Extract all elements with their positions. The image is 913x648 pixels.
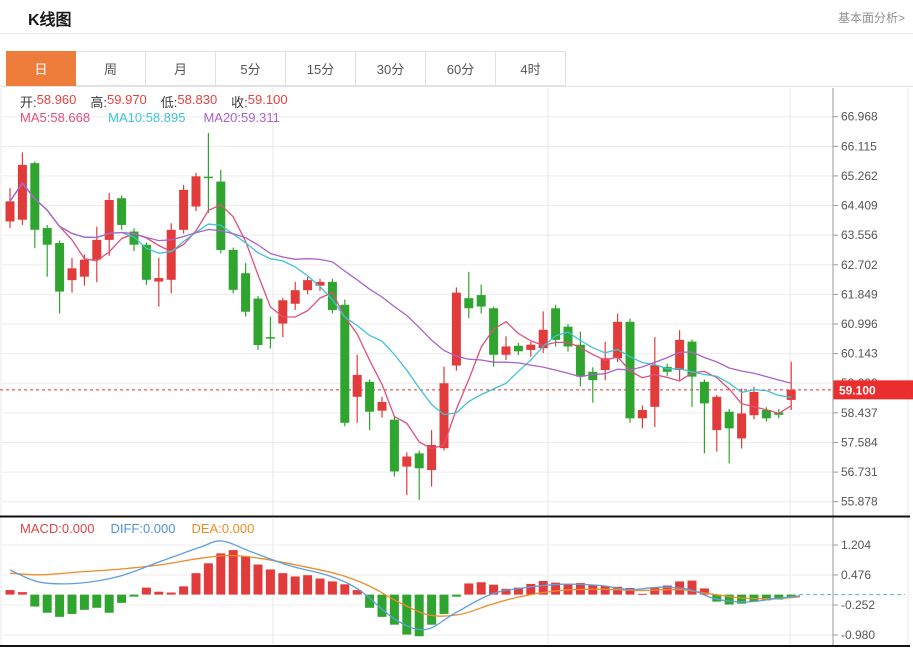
price-axis-label: 63.556 [841, 228, 878, 242]
ma10-readout: MA10: 58.895 [108, 110, 186, 125]
ma10-line [9, 182, 792, 416]
ma5-readout: MA5: 58.668 [20, 110, 91, 125]
low-label: 低: [160, 95, 178, 110]
high-value: 59.970 [107, 92, 147, 107]
macd-axis-label: 1.204 [841, 538, 871, 552]
open-label: 开: [20, 95, 37, 110]
macd-axis-label: -0.980 [841, 628, 875, 642]
ma5-line [9, 182, 792, 450]
macd-legend: MACD: 0.000 DIFF: 0.000 DEA: 0.000 [20, 521, 254, 536]
diff-readout: DIFF: 0.000 [110, 521, 176, 536]
ma20-readout: MA20: 59.311 [203, 110, 280, 125]
period-tab-bar: 日周月 5分 15分 30分 60分 4时 [6, 51, 566, 86]
macd-histogram-layer [5, 550, 796, 637]
low-value: 58.830 [177, 92, 218, 107]
price-axis-label: 57.584 [841, 435, 878, 449]
tab-15min[interactable]: 15分 [286, 51, 356, 86]
price-axis-label: 65.262 [841, 169, 878, 183]
price-axis-label: 60.996 [841, 317, 878, 331]
tab-5min[interactable]: 5分 [216, 51, 286, 86]
page-title: K线图 [28, 12, 72, 29]
tab-day[interactable]: 日 [6, 51, 76, 86]
dea-line [9, 554, 801, 617]
price-axis-label: 55.878 [841, 495, 878, 509]
dif-line [9, 540, 801, 631]
chart-bottom-border [0, 645, 910, 647]
price-axis-label: 66.115 [841, 139, 877, 153]
tab-bar-border [0, 86, 913, 87]
price-axis-label: 58.437 [841, 406, 878, 420]
tab-month[interactable]: 月 [146, 51, 216, 86]
price-axis-label: 66.968 [841, 110, 878, 124]
price-axis-label: 61.849 [841, 287, 878, 301]
price-axis-label: 56.731 [841, 465, 878, 479]
macd-axis-label: 0.476 [841, 568, 871, 582]
ohlc-legend: 开: 58.960 高: 59.970 低: 58.830 收: 59.100 [20, 92, 288, 111]
ma-legend: MA5: 58.668 MA10: 58.895 MA20: 59.311 [20, 110, 280, 125]
tab-week[interactable]: 周 [76, 51, 146, 86]
last-price-badge [833, 380, 913, 400]
tab-4hour[interactable]: 4时 [496, 51, 566, 86]
candle-wicks-layer [9, 132, 792, 500]
high-label: 高: [90, 95, 108, 110]
title-divider [0, 33, 913, 34]
price-axis-label: 62.702 [841, 258, 878, 272]
last-price-badge-value: 59.100 [839, 383, 876, 397]
close-value: 59.100 [247, 92, 288, 107]
close-label: 收: [231, 95, 248, 110]
panel-separator [0, 515, 910, 518]
open-value: 58.960 [36, 92, 77, 107]
dea-readout: DEA: 0.000 [191, 521, 255, 536]
tab-30min[interactable]: 30分 [356, 51, 426, 86]
macd-readout: MACD: 0.000 [20, 521, 95, 536]
price-axis-label: 60.143 [841, 347, 878, 361]
price-axis-label: 64.409 [841, 199, 878, 213]
tab-60min[interactable]: 60分 [426, 51, 496, 86]
candle-bodies-layer [5, 163, 796, 472]
ma20-line [9, 182, 792, 384]
macd-axis-label: -0.252 [841, 598, 875, 612]
fundamental-analysis-link[interactable]: 基本面分析> [837, 11, 905, 25]
